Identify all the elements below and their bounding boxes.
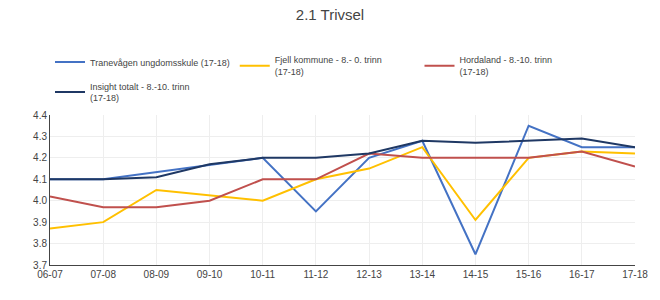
svg-text:Tranevågen ungdomsskule (17-18: Tranevågen ungdomsskule (17-18) xyxy=(90,58,230,68)
svg-text:3.8: 3.8 xyxy=(33,238,47,249)
svg-text:Fjell kommune - 8.- 0. trinn(1: Fjell kommune - 8.- 0. trinn(17-18) xyxy=(275,55,382,77)
svg-text:15-16: 15-16 xyxy=(516,269,542,280)
svg-text:16-17: 16-17 xyxy=(569,269,595,280)
svg-text:3.7: 3.7 xyxy=(33,260,47,271)
svg-text:3.9: 3.9 xyxy=(33,217,47,228)
svg-text:12-13: 12-13 xyxy=(356,269,382,280)
svg-text:10-11: 10-11 xyxy=(250,269,275,280)
svg-text:11-12: 11-12 xyxy=(303,269,328,280)
svg-text:13-14: 13-14 xyxy=(409,269,435,280)
svg-text:17-18: 17-18 xyxy=(622,269,648,280)
svg-text:09-10: 09-10 xyxy=(197,269,223,280)
svg-text:07-08: 07-08 xyxy=(90,269,116,280)
svg-text:Hordaland - 8.-10. trinn(17-18: Hordaland - 8.-10. trinn(17-18) xyxy=(460,55,553,77)
svg-text:14-15: 14-15 xyxy=(463,269,489,280)
svg-text:4.1: 4.1 xyxy=(33,174,47,185)
svg-text:06-07: 06-07 xyxy=(37,269,63,280)
svg-text:08-09: 08-09 xyxy=(144,269,170,280)
svg-text:4.2: 4.2 xyxy=(33,152,47,163)
svg-text:Insight totalt - 8.-10. trinn(: Insight totalt - 8.-10. trinn(17-18) xyxy=(90,82,190,104)
svg-text:4.3: 4.3 xyxy=(33,131,47,142)
svg-text:4.0: 4.0 xyxy=(33,195,47,206)
svg-text:4.4: 4.4 xyxy=(33,110,47,121)
svg-text:2.1 Trivsel: 2.1 Trivsel xyxy=(296,6,364,23)
